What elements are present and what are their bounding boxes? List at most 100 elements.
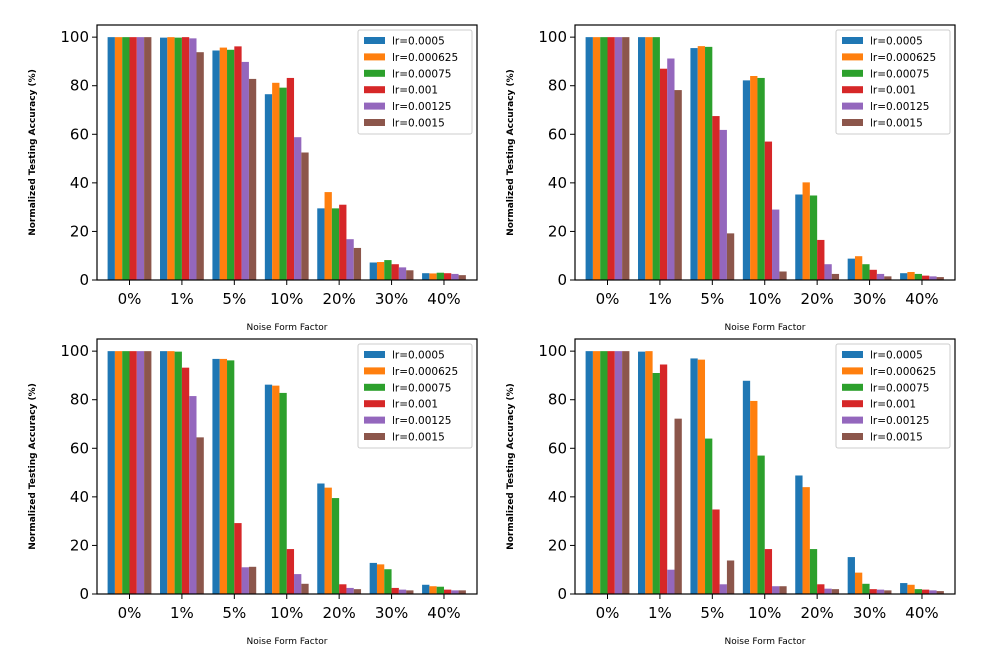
chart-panel-4: 0 20 40 60 80 100 0% 1% 5% 10% 20% 30% 40% Noise Form… [506,338,956,647]
bar-lr=0.001-20% [339,584,347,594]
bar-lr=0.0005-1% [638,37,646,280]
bars [107,351,466,594]
bar-lr=0.00075-0% [600,351,608,594]
bar-lr=0.0015-10% [779,586,787,594]
bars [585,351,944,594]
x-tick-label: 10% [748,604,781,622]
bar-lr=0.0005-40% [422,273,430,280]
bar-lr=0.0015-5% [726,560,735,594]
bar-lr=0.001-0% [129,37,137,280]
bar-lr=0.000625-40% [907,584,915,594]
bar-lr=0.001-10% [286,77,295,280]
legend-swatch [364,416,385,424]
x-tick-label: 30% [853,290,886,308]
bar-lr=0.000625-20% [802,487,810,594]
bar-lr=0.0015-30% [884,276,892,280]
y-tick-label: 0 [557,585,567,603]
bar-lr=0.0005-10% [264,94,273,281]
bar-lr=0.0015-30% [884,590,892,594]
x-axis-title: Noise Form Factor [247,637,328,647]
legend-swatch [364,69,385,77]
bar-lr=0.00125-10% [294,574,302,594]
x-tick-label: 20% [322,290,355,308]
bar-lr=0.00075-40% [914,273,922,280]
y-tick-label: 60 [70,439,89,457]
legend-box [835,29,951,135]
bar-lr=0.000625-20% [802,182,810,280]
x-tick-label: 10% [270,290,303,308]
legend-swatch [364,433,385,440]
legend-swatch [364,86,385,94]
bar-lr=0.000625-20% [324,192,332,280]
bar-lr=0.000625-30% [854,256,863,280]
legend-swatch [364,400,385,408]
y-tick-label: 80 [70,391,89,409]
bar-lr=0.00075-0% [122,37,130,280]
bar-lr=0.0005-1% [638,351,646,594]
bar-lr=0.0015-20% [831,273,840,280]
bar-lr=0.0005-20% [795,194,803,280]
bar-lr=0.0005-30% [847,258,855,280]
bars [107,37,466,281]
bar-lr=0.000625-5% [219,358,228,594]
bar-lr=0.000625-1% [645,37,653,280]
bar-lr=0.001-10% [286,549,295,594]
bar-lr=0.001-30% [391,264,399,280]
legend-box [357,29,473,135]
x-tick-label: 1% [170,604,194,622]
bar-lr=0.0005-5% [212,358,220,594]
bar-lr=0.0005-5% [212,50,220,280]
legend-swatch [842,86,863,94]
bar-lr=0.000625-10% [272,385,280,594]
bar-lr=0.0015-30% [406,590,414,594]
legend-swatch [842,119,863,126]
y-tick-label: 40 [70,174,89,192]
chart-panel-3: 0 20 40 60 80 100 0% 1% 5% 10% 20% 30% 40% Noise Form… [28,338,478,647]
bar-lr=0.00075-10% [279,392,287,594]
legend-label: lr=0.001 [392,399,438,411]
bar-lr=0.000625-30% [376,262,385,280]
legend-label: lr=0.0015 [392,432,445,444]
legend-label: lr=0.00125 [392,415,451,427]
legend-box [835,343,951,449]
y-axis-title: Normalized Testing Accuracy (%) [506,383,516,550]
y-tick-label: 20 [548,222,567,240]
bar-lr=0.00075-10% [757,455,765,594]
bar-lr=0.001-30% [391,587,399,594]
bar-lr=0.0015-1% [196,52,204,281]
bar-lr=0.001-40% [921,589,930,594]
bar-lr=0.00075-30% [384,260,392,280]
bar-lr=0.0015-1% [674,418,682,594]
legend-label: lr=0.0005 [392,36,445,48]
bar-lr=0.0015-0% [144,37,152,280]
bar-lr=0.0005-20% [317,483,325,594]
bar-lr=0.00125-40% [451,273,459,280]
bar-lr=0.0005-5% [690,48,698,280]
bar-lr=0.00125-10% [772,586,780,594]
bar-lr=0.001-30% [869,589,877,594]
legend-swatch [842,102,863,110]
bar-lr=0.001-5% [234,523,242,594]
bar-lr=0.000625-1% [167,37,175,280]
y-axis-title: Normalized Testing Accuracy (%) [28,69,38,236]
legend-label: lr=0.0005 [870,350,923,362]
y-tick-label: 40 [548,488,567,506]
bar-lr=0.001-1% [181,367,190,594]
x-tick-label: 5% [222,604,246,622]
bar-lr=0.000625-40% [907,271,915,280]
x-tick-label: 40% [427,290,460,308]
y-tick-label: 40 [70,488,89,506]
bar-lr=0.0015-40% [458,590,466,594]
legend-swatch [364,383,385,391]
bar-lr=0.0005-10% [742,380,751,594]
bar-lr=0.00125-40% [929,276,937,280]
legend-label: lr=0.00075 [870,382,929,394]
bar-lr=0.00075-5% [227,49,235,280]
bar-lr=0.00125-30% [398,589,407,594]
y-axis-title: Normalized Testing Accuracy (%) [506,69,516,236]
legend: lr=0.0005 lr=0.000625 lr=0.00075 lr=0.001 lr… [357,343,473,449]
bar-lr=0.0005-0% [107,37,115,280]
bar-lr=0.00075-5% [705,46,713,280]
x-tick-label: 1% [648,290,672,308]
bar-lr=0.00125-20% [346,239,354,280]
